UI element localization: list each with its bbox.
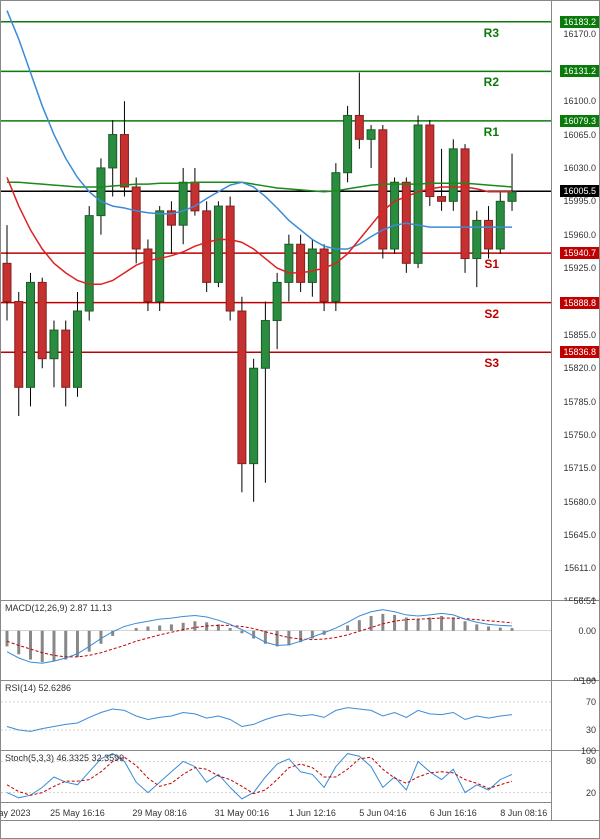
price-panel[interactable]: R3 R2 R1 S1 S2 S3 16170.016100.016065.016030.… [1,1,599,601]
rsi-yaxis: 1007030 [551,681,599,750]
macd-title: MACD(12,26,9) 2.87 11.13 [5,603,112,613]
level-tag: R2 [484,75,499,89]
xaxis-label: 5 Jun 04:16 [359,808,406,818]
xaxis-label: 29 May 08:16 [132,808,187,818]
trading-chart[interactable]: R3 R2 R1 S1 S2 S3 16170.016100.016065.016030.… [0,0,600,839]
macd-yaxis: 56.510.00-95.84 [551,601,599,680]
level-tag: R3 [484,26,499,40]
rsi-panel[interactable]: RSI(14) 52.6286 1007030 [1,681,599,751]
level-tag: R1 [484,125,499,139]
xaxis-label: 25 May 16:16 [50,808,105,818]
price-yaxis: 16170.016100.016065.016030.015995.015960… [551,1,599,600]
level-tag: S2 [484,307,499,321]
xaxis-label: 31 May 00:16 [215,808,270,818]
level-label: 16079.3 [560,115,599,127]
time-axis: 4 May 2023 25 May 16:16 29 May 08:16 31 May… [1,802,551,820]
level-label: 15836.8 [560,346,599,358]
price-plot[interactable]: R3 R2 R1 S1 S2 S3 [1,1,551,600]
xaxis-label: 8 Jun 08:16 [500,808,547,818]
level-tag: S1 [484,257,499,271]
level-label: 15888.8 [560,297,599,309]
xaxis-label: 1 Jun 12:16 [289,808,336,818]
level-label: 15940.7 [560,247,599,259]
stoch-title: Stoch(5,3,3) 46.3325 32.3599 [5,753,124,763]
level-tag: S3 [484,356,499,370]
level-label: 16183.2 [560,16,599,28]
rsi-plot [1,681,551,750]
stoch-panel[interactable]: Stoch(5,3,3) 46.3325 32.3599 1008020 4 M… [1,751,599,821]
level-label: 16005.5 [560,185,599,197]
xaxis-label: 4 May 2023 [0,808,31,818]
xaxis-label: 6 Jun 16:16 [430,808,477,818]
level-label: 16131.2 [560,65,599,77]
rsi-title: RSI(14) 52.6286 [5,683,71,693]
stoch-yaxis: 1008020 [551,751,599,820]
macd-panel[interactable]: MACD(12,26,9) 2.87 11.13 56.510.00-95.84 [1,601,599,681]
